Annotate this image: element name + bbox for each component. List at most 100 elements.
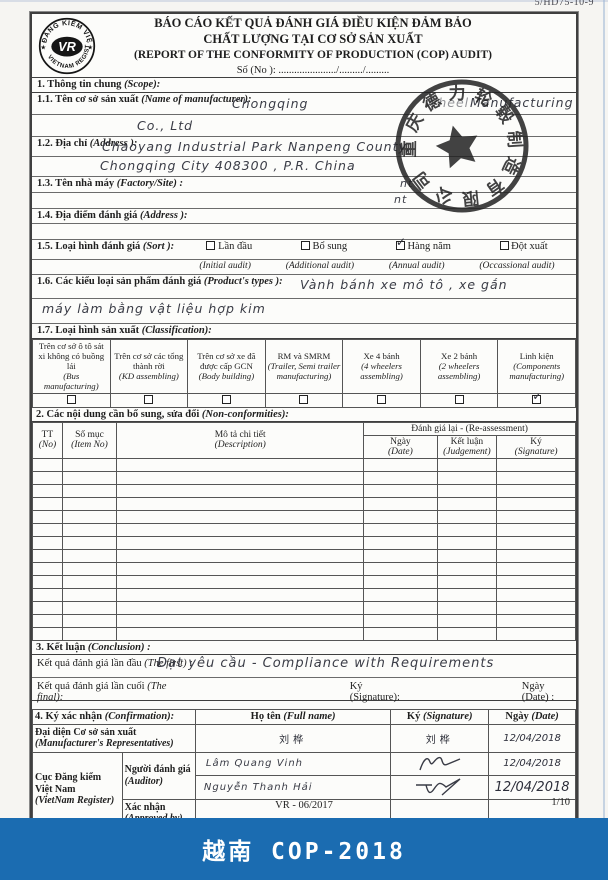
form-titles: BÁO CÁO KẾT QUẢ ĐÁNH GIÁ ĐIỀU KIỆN ĐẢM B… [96,16,570,75]
nc-empty-row [32,522,576,537]
hw-manufacturer-3: Manufacturing [470,95,574,110]
bus-checkbox-icon [66,395,76,405]
nc-empty-row [32,496,576,511]
conclusion-first-row: Kết quả đánh giá lần đầu (The first) : Đ… [32,655,576,678]
classification-table: Trên cơ sở ô tô sát xi không có buồng lá… [32,339,576,408]
body-checkbox-icon [221,395,231,405]
annual-audit-checkbox-icon [395,235,406,250]
checkbox-additional-audit: Bổ sung [300,241,347,252]
auditor-role-cell: Người đánh giá (Auditor) [121,751,196,800]
cop-audit-form: ĐĂNG KIỂM VIỆT NAM VIETNAM REGISTER ★ ★ … [30,12,578,830]
nc-empty-row [32,548,576,563]
nc-col-reassessment: Đánh giá lại - (Re-assessment) [363,421,576,436]
classification-col-bus: Trên cơ sở ô tô sát xi không có buồng lá… [32,339,111,394]
section3-heading: 3. Kết luận (Conclusion) : [32,641,576,655]
caption-banner: 越南 COP-2018 [0,818,608,880]
hw-auditor1-date: 12/04/2018 [488,751,576,776]
logo-star-right-icon: ★ [87,44,93,51]
confirmation-heading: 4. Ký xác nhận (Confirmation): [32,708,196,725]
field-classification-heading: 1.7. Loại hình sản xuất (Classification)… [32,324,576,339]
hw-product-types-2: máy làm bằng vật liệu hợp kim [42,301,266,316]
confirmation-table: 4. Ký xác nhận (Confirmation): Họ tên (F… [32,708,576,828]
classification-col-kd: Trên cơ sở các tổng thành rời (KD assembl… [109,339,189,394]
field-manufacturer-name-line2: Co., Ltd [32,115,576,137]
nc-empty-row [32,626,576,641]
col-date: Ngày (Date) [488,708,576,725]
occasional-audit-checkbox-icon [499,241,509,250]
classification-col-4wheel: Xe 4 bánh (4 wheelers assembling) [342,339,421,394]
title-line-2: CHẤT LƯỢNG TẠI CƠ SỞ SẢN XUẤT [203,32,423,47]
auditor2-signature [390,774,490,800]
hw-auditor2-date: 12/04/2018 [488,774,576,800]
nc-empty-row [32,574,576,589]
signature-squiggle-icon [419,756,460,770]
hw-rep-signature: 刘桦 [390,723,490,753]
hw-product-types-1: Vành bánh xe mô tô , xe gắn [300,277,508,292]
field-audit-address-line2 [32,224,576,240]
nc-empty-row [32,470,576,485]
nc-empty-row [32,457,576,472]
col-full-name: Họ tên (Full name) [194,708,392,725]
hw-rep-date: 12/04/2018 [488,723,576,753]
vr-org-cell: Cục Đăng kiểm Việt Nam (VietNam Register) [32,751,123,828]
field-address-line2: Chongqing City 408300 , P.R. China [32,157,576,177]
report-number-line: Số (No ): ....................../.......… [236,64,390,76]
final-signature-label: Ký (Signature): [349,680,400,703]
form-code: VR - 06/2017 [275,800,333,811]
nc-empty-row [32,535,576,550]
corner-reference: 5/HD75-10-9 [534,0,594,8]
title-line-1: BÁO CÁO KẾT QUẢ ĐÁNH GIÁ ĐIỀU KIỆN ĐẢM B… [154,16,472,31]
hw-factory-nt: nt [400,177,414,190]
field-audit-sort-sublabels: (Initial audit) (Additional audit) (Annu… [32,260,576,275]
initial-audit-checkbox-icon [206,241,216,250]
vietnam-register-logo-icon: ĐĂNG KIỂM VIỆT NAM VIETNAM REGISTER ★ ★ … [38,17,96,75]
hw-auditor2-name: Nguyễn Thanh Hải [194,774,392,800]
logo-star-left-icon: ★ [40,44,46,51]
kd-checkbox-icon [144,395,154,405]
hw-address-1: Chaoyang Industrial Park Nanpeng County, [102,139,411,154]
conclusion-final-row: Kết quả đánh giá lần cuối (The final): K… [32,678,576,703]
field-product-types: 1.6. Các kiểu loại sản phẩm đánh giá (Pr… [32,275,576,299]
classification-col-components: Linh kiện (Components manufacturing) [497,339,576,394]
title-line-en: (REPORT OF THE CONFORMITY OF PRODUCTION … [134,48,492,61]
col-signature: Ký (Signature) [390,708,490,725]
checkbox-initial-audit: Lần đầu [206,241,252,252]
field-audit-sort: 1.5. Loại hình đánh giá (Sort ): Lần đầu… [32,235,576,260]
4wheel-checkbox-icon [377,395,387,405]
nc-empty-row [32,600,576,615]
nc-empty-row [32,613,576,628]
hw-manufacturer-2: Wheel [425,95,470,110]
nc-empty-rows [32,457,576,641]
nc-col-signature: Ký (Signature) [496,434,576,459]
nc-col-no: TT (No) [32,421,63,459]
hw-manufacturer-1: Chongqing [232,96,309,111]
section-gap [32,701,576,709]
scan-artifact-top [0,0,608,2]
checkbox-occasional-audit: Đột xuất [499,241,548,252]
field-product-types-line2: máy làm bằng vật liệu hợp kim [32,299,576,324]
hw-conclusion: Đạt yêu cầu - Compliance with Requiremen… [157,655,495,671]
nc-empty-row [32,509,576,524]
field-address: 1.2. Địa chỉ (Address ): Chaoyang Indust… [32,137,576,157]
hw-address-2: Chongqing City 408300 , P.R. China [100,158,356,173]
field-audit-address: 1.4. Địa điểm đánh giá (Address ): [32,209,576,224]
classification-col-body: Trên cơ sở xe đã được cấp GCN (Body build… [187,339,266,394]
page-number: 1/10 [551,797,570,808]
hw-rep-name: 刘桦 [194,723,392,753]
nc-empty-row [32,483,576,498]
field-manufacturer-name: 1.1. Tên cơ sở sản xuất (Name of manufac… [32,93,576,115]
hw-auditor1-name: Lâm Quang Vinh [194,751,392,776]
classification-col-trailer: RM và SMRM (Trailer, Semi trailer manufac… [264,339,344,394]
2wheel-checkbox-icon [454,395,464,405]
section1-heading: 1. Thông tin chung (Scope): [32,78,576,93]
section2-heading: 2. Các nội dung cần bổ sung, sửa đổi (No… [32,408,576,422]
final-date-label: Ngày (Date) : [521,680,555,703]
hw-factory-nt-2: nt [394,193,408,206]
checkbox-annual-audit: Hàng năm [395,235,451,252]
additional-audit-checkbox-icon [300,241,310,250]
nc-col-date: Ngày (Date) [363,434,438,459]
nc-empty-row [32,587,576,602]
nc-col-item: Số mục (Item No) [61,421,118,459]
form-header: ĐĂNG KIỂM VIỆT NAM VIETNAM REGISTER ★ ★ … [32,14,576,78]
row-manufacturer-rep: Đại diện Cơ sở sản xuất (Manufacturer's R… [32,723,576,753]
